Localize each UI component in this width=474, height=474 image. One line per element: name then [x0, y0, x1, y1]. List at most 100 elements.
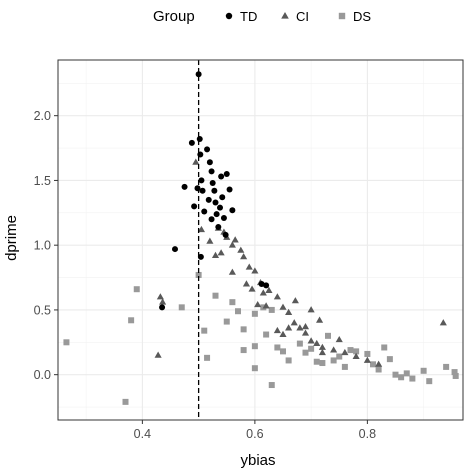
data-point-ds [122, 398, 129, 405]
legend-title: Group [153, 8, 195, 25]
data-point-ci [307, 337, 315, 344]
data-point-ds [409, 375, 416, 382]
data-point-ci [240, 253, 248, 260]
data-point-td [209, 180, 216, 187]
data-point-ds [452, 372, 459, 379]
data-point-ds [375, 366, 382, 373]
x-tick-label: 0.8 [359, 427, 376, 441]
data-point-ds [451, 369, 458, 376]
data-point-ci [217, 249, 225, 256]
data-point-ds [133, 286, 140, 293]
data-point-ci [279, 330, 287, 337]
legend-label-ci: CI [296, 9, 309, 24]
data-point-ds [285, 357, 292, 364]
data-point-ci [254, 300, 262, 308]
data-point-ci [156, 293, 164, 300]
y-tick-label: 1.5 [34, 174, 51, 188]
data-point-ci [352, 352, 360, 359]
data-point-ci [211, 251, 220, 258]
data-point-ci [206, 237, 214, 244]
data-point-td [208, 216, 215, 223]
data-point-td [219, 194, 226, 201]
x-axis-title: ybias [240, 452, 275, 469]
data-point-ds [178, 304, 185, 311]
data-point-td [229, 207, 236, 214]
data-point-ds [336, 353, 343, 360]
data-point-ds [268, 382, 275, 389]
data-point-td [218, 173, 225, 180]
data-point-ds [212, 292, 219, 299]
data-point-ci [375, 360, 383, 367]
data-point-ds [204, 354, 211, 361]
data-point-ds [398, 374, 405, 381]
data-points [63, 71, 459, 405]
data-point-ci [307, 306, 315, 313]
data-point-ds [381, 344, 388, 351]
data-point-ds [195, 271, 202, 278]
data-point-ds [308, 345, 315, 352]
data-point-ds [280, 348, 286, 355]
y-tick-label: 0.5 [34, 303, 51, 317]
data-point-td [201, 208, 208, 215]
data-point-td [159, 304, 166, 311]
data-point-td [222, 231, 229, 238]
data-point-ds [403, 370, 410, 377]
y-tick-label: 1.0 [34, 239, 51, 253]
data-point-ci [273, 326, 281, 334]
data-point-ds [274, 344, 281, 351]
data-point-ds [251, 365, 258, 372]
data-point-ci [330, 346, 338, 353]
data-point-ci [363, 356, 371, 363]
data-point-td [191, 203, 198, 210]
data-point-ci [245, 263, 253, 270]
data-point-ci [273, 293, 281, 300]
data-point-td [258, 281, 265, 288]
data-point-ds [201, 327, 208, 334]
data-point-ds [235, 308, 241, 315]
data-point-ds [353, 348, 360, 355]
data-point-ds [240, 326, 247, 333]
data-point-ds [341, 363, 348, 370]
data-point-td [197, 253, 204, 260]
x-tick-label: 0.4 [134, 427, 151, 441]
data-point-ci [316, 316, 324, 323]
data-point-ci [285, 324, 293, 331]
data-point-td [217, 204, 223, 211]
data-point-td [194, 185, 201, 192]
data-point-ds [251, 343, 258, 350]
y-tick-label: 2.0 [34, 109, 51, 123]
x-tick-label: 0.6 [246, 427, 263, 441]
data-point-td [263, 282, 270, 289]
legend: Group TD CI DS [153, 8, 371, 25]
data-point-td [213, 211, 220, 218]
data-point-td [196, 135, 203, 142]
data-point-td [223, 170, 230, 177]
data-point-ci [231, 236, 239, 243]
data-point-td [205, 196, 212, 203]
data-point-td [204, 146, 211, 153]
data-point-ci [248, 285, 256, 292]
data-point-td [212, 199, 219, 206]
data-point-ds [302, 349, 309, 356]
data-point-ci [313, 339, 321, 347]
data-point-ds [386, 356, 393, 363]
data-point-ci [301, 323, 310, 330]
data-point-ci [285, 308, 293, 315]
data-point-ci [262, 302, 270, 309]
data-point-ds [325, 332, 331, 339]
data-point-ds [443, 363, 450, 370]
data-point-ci [439, 319, 447, 326]
legend-items: TD CI DS [225, 9, 371, 24]
data-point-td [181, 183, 188, 190]
data-point-td [195, 71, 202, 78]
series-td [159, 71, 270, 311]
data-point-ci [197, 225, 205, 233]
legend-label-td: TD [240, 9, 257, 24]
data-point-ds [223, 318, 230, 325]
data-point-ds [229, 299, 236, 306]
data-point-ds [426, 378, 433, 385]
data-point-ds [370, 361, 376, 368]
data-point-ci [291, 297, 299, 304]
series-ds [63, 271, 459, 405]
data-point-ds [319, 360, 326, 367]
